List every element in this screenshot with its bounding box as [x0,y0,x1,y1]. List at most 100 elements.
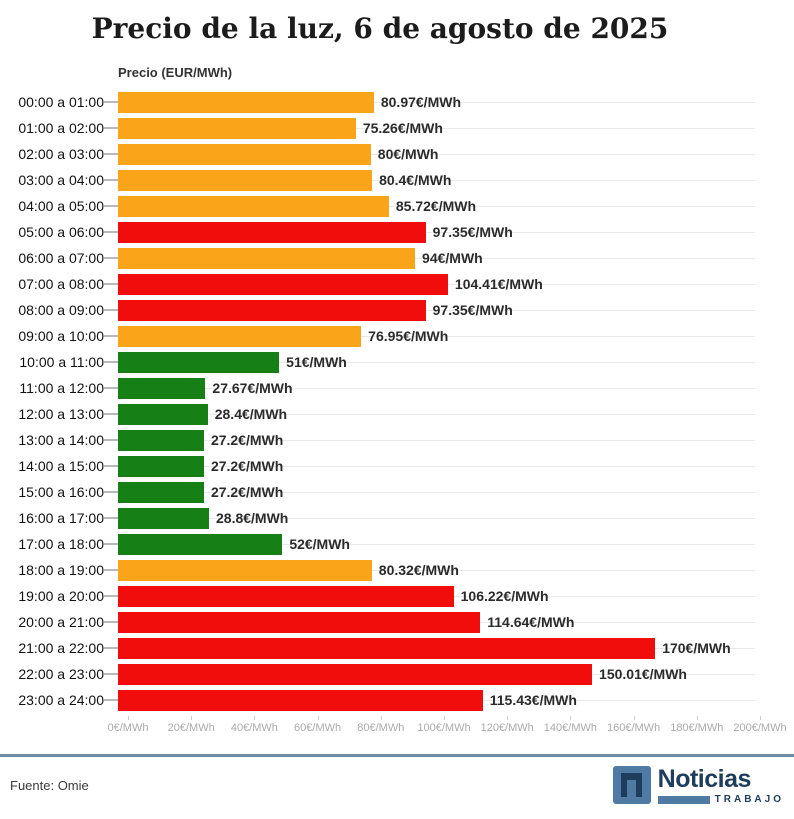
bar-value-label: 104.41€/MWh [454,276,543,292]
chart-row: 11:00 a 12:00 27.67€/MWh [10,375,794,401]
bar-value-label: 51€/MWh [286,354,347,370]
bar-value-label: 27.2€/MWh [210,432,284,448]
bar-value-label: 52€/MWh [289,536,350,552]
y-axis-label: 10:00 a 11:00 [19,354,104,370]
x-axis-tick-mark [444,716,445,720]
bar-value-label: 150.01€/MWh [599,666,687,682]
x-axis-tick-label: 20€/MWh [167,722,215,734]
chart-row: 10:00 a 11:00 51€/MWh [10,349,794,375]
y-axis-label: 02:00 a 03:00 [18,146,104,162]
y-axis-label: 09:00 a 10:00 [18,328,104,344]
x-axis-tick-mark [696,716,698,720]
chart-row: 07:00 a 08:00 104.41€/MWh [10,271,794,297]
y-axis-label: 21:00 a 22:00 [18,640,104,656]
y-axis-label: 13:00 a 14:00 [18,432,104,448]
y-axis-label: 18:00 a 19:00 [18,562,104,578]
chart-row: 12:00 a 13:00 28.4€/MWh [10,401,794,427]
logo-name: Noticias [657,765,752,793]
bar [118,91,374,113]
bar [118,195,389,217]
source-label: Fuente: Omie [10,778,89,793]
plot-area: 97.35€/MWh [104,297,755,323]
y-axis-label: 00:00 a 01:00 [18,94,104,110]
bar-value-label: 114.64€/MWh [487,614,575,630]
chart-row: 17:00 a 18:00 52€/MWh [10,531,794,557]
x-axis-tick-label: 0€/MWh [107,722,149,734]
plot-area: 106.22€/MWh [104,583,755,609]
bar [118,377,206,399]
chart-row: 21:00 a 22:00 170€/MWh [10,635,794,661]
plot-area: 114.64€/MWh [104,609,755,635]
bar-value-label: 80.32€/MWh [378,562,459,578]
plot-area: 80.97€/MWh [104,89,755,115]
plot-area: 104.41€/MWh [104,271,755,297]
chart-row: 03:00 a 04:00 80.4€/MWh [10,167,794,193]
plot-area: 85.72€/MWh [104,193,755,219]
y-axis-label: 03:00 a 04:00 [18,172,104,188]
x-axis-tick-label: 120€/MWh [480,722,534,734]
bar [118,247,416,269]
bar [118,663,593,685]
x-axis-tick-label: 100€/MWh [417,722,471,734]
y-axis-label: 12:00 a 13:00 [18,406,104,422]
chart-row: 02:00 a 03:00 80€/MWh [10,141,794,167]
plot-area: 76.95€/MWh [104,323,755,349]
bar-value-label: 76.95€/MWh [368,328,449,344]
bar-value-label: 106.22€/MWh [460,588,549,604]
chart-row: 23:00 a 24:00 115.43€/MWh [10,687,794,713]
bar-value-label: 97.35€/MWh [432,224,513,240]
y-axis-label: 07:00 a 08:00 [18,276,104,292]
x-axis-tick-mark [191,716,193,720]
bar-value-label: 80.97€/MWh [380,94,461,110]
chart-row: 18:00 a 19:00 80.32€/MWh [10,557,794,583]
bar [118,689,483,711]
bar [118,169,373,191]
plot-area: 27.67€/MWh [104,375,755,401]
chart-row: 16:00 a 17:00 28.8€/MWh [10,505,794,531]
chart-title: Precio de la luz, 6 de agosto de 2025 [91,12,669,45]
bar-value-label: 27.67€/MWh [212,380,293,396]
chart-row: 05:00 a 06:00 97.35€/MWh [10,219,794,245]
plot-area: 150.01€/MWh [104,661,755,687]
bar [118,403,208,425]
bar-value-label: 80.4€/MWh [379,172,452,188]
bar-value-label: 28.4€/MWh [214,406,288,422]
plot-area: 27.2€/MWh [104,427,755,453]
y-axis-label: 20:00 a 21:00 [18,614,104,630]
chart-row: 04:00 a 05:00 85.72€/MWh [10,193,794,219]
plot-area: 94€/MWh [104,245,755,271]
chart-row: 08:00 a 09:00 97.35€/MWh [10,297,794,323]
y-axis-label: 14:00 a 15:00 [18,458,104,474]
bar-value-label: 80€/MWh [377,146,439,162]
footer-divider [0,754,794,757]
x-axis-tick-label: 60€/MWh [294,722,342,734]
footer: Fuente: Omie Noticias TRABAJO [10,757,794,805]
bar [118,637,656,659]
y-axis-label: 08:00 a 09:00 [18,302,104,318]
x-axis-tick-mark [633,716,635,720]
bar-value-label: 75.26€/MWh [362,120,443,136]
bar [118,273,448,295]
bar-value-label: 28.8€/MWh [216,510,289,526]
y-axis-label: 19:00 a 20:00 [18,588,104,604]
y-axis-label: 06:00 a 07:00 [18,250,104,266]
bar-value-label: 115.43€/MWh [489,692,577,708]
chart-row: 13:00 a 14:00 27.2€/MWh [10,427,794,453]
plot-area: 52€/MWh [104,531,755,557]
logo-n-icon [612,766,651,804]
plot-area: 80€/MWh [104,141,755,167]
chart-row: 09:00 a 10:00 76.95€/MWh [10,323,794,349]
plot-area: 27.2€/MWh [104,479,755,505]
bar-value-label: 85.72€/MWh [395,198,477,214]
y-axis-label: 22:00 a 23:00 [18,666,104,682]
bar [118,455,204,477]
plot-area: 80.4€/MWh [104,167,755,193]
bar-chart: 00:00 a 01:00 80.97€/MWh 01:00 a 02:00 75.2… [10,89,794,713]
y-axis-label: 17:00 a 18:00 [18,536,104,552]
bar-value-label: 170€/MWh [662,640,731,656]
logo-bar [657,795,710,804]
x-axis-tick-mark [507,716,509,720]
price-axis-title: Precio (EUR/MWh) [118,65,233,80]
x-axis-tick-mark [254,716,256,720]
